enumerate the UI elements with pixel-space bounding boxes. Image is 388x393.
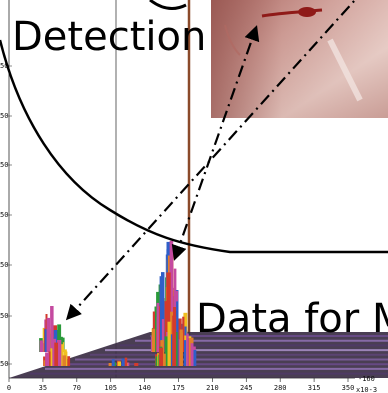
floor-planes [9, 332, 388, 378]
spectrum-bar [127, 362, 130, 366]
spectrum-bar [184, 340, 187, 366]
spectrum-bar [161, 319, 165, 352]
spectrum-bar [134, 363, 139, 366]
spectrum-bar [121, 358, 126, 366]
photo-crack-blob [298, 7, 316, 17]
spectrum-bar [151, 328, 156, 352]
label-partial-glyph [149, 0, 187, 11]
top-fragment-label [149, 0, 187, 11]
spectrum-bar [57, 324, 62, 352]
spectrum-bar [155, 356, 158, 366]
spectrum-bar [50, 306, 54, 352]
spectrum-bar [60, 344, 64, 366]
spectrum-bar [167, 321, 171, 366]
x-tick-label: 245 [240, 384, 253, 392]
spectrum-bar [188, 338, 193, 366]
spectrum-bar [179, 329, 183, 366]
spectrum-bar [62, 355, 67, 366]
x-tick-label: 0 [7, 384, 11, 392]
spectrum-bar [117, 361, 121, 366]
z-axis-tick: -160 [358, 375, 375, 383]
x-tick-label: 280 [274, 384, 287, 392]
spectrum-bar [108, 363, 112, 366]
y-tick-label: 50 [0, 62, 8, 70]
spectrum-bar [52, 338, 57, 366]
spectrum-bar [48, 351, 51, 366]
x-tick-label: 35 [39, 384, 47, 392]
x-tick-label: 315 [308, 384, 321, 392]
spectrum-bar [39, 340, 44, 352]
x-axis-exponent: x10-3 [356, 386, 377, 393]
spectrum-bar [41, 343, 46, 352]
spectrum-bar [172, 315, 177, 366]
spectrum-bar [164, 336, 169, 366]
photo-streak [327, 38, 363, 102]
x-tick-label: 175 [172, 384, 185, 392]
x-axis-ticks: 0 35 70 105 140 175 210 245 280 315 350 [7, 378, 354, 392]
photo-crack [261, 8, 323, 18]
spectrum-bar [159, 347, 163, 366]
spectrum-bar [124, 357, 128, 366]
spectrum-bar [161, 353, 166, 366]
photo-shade [211, 0, 388, 118]
spectrum-bar [67, 356, 71, 366]
spectrum-bar [156, 302, 160, 352]
spectrum-bar [164, 301, 168, 352]
spectrum-bars-back [39, 240, 188, 352]
spectrum-bar [111, 359, 115, 366]
spectrum-bar [159, 276, 162, 352]
detection-label: Detection [12, 14, 206, 60]
y-tick-label: 50 [0, 112, 8, 120]
spectrum-bar [45, 352, 50, 366]
y-tick-label: 50 [0, 360, 8, 368]
photo-inset [211, 0, 388, 118]
spectrum-bar [44, 329, 47, 352]
spectrum-bar [57, 340, 62, 366]
spectrum-bar [54, 342, 58, 366]
y-tick-label: 50 [0, 161, 8, 169]
y-axis-ticks: 50 50 50 50 50 50 50 [0, 62, 12, 368]
spectrum-bar [170, 334, 173, 366]
spectrum-bar [161, 272, 165, 352]
arrow-to-photo [171, 25, 260, 261]
data-for-label: Data for M [196, 296, 388, 342]
arrows [65, 0, 356, 321]
floor-stripes [30, 335, 388, 375]
spectrum-bar [46, 317, 50, 352]
x-tick-label: 140 [138, 384, 151, 392]
spectrum-bar [113, 362, 117, 366]
y-tick-label: 50 [0, 312, 8, 320]
y-tick-label: 50 [0, 211, 8, 219]
x-tick-label: 105 [104, 384, 117, 392]
spectrum-bars-front [43, 301, 197, 366]
spectrum-bar [50, 348, 53, 366]
spectrum-bar [186, 333, 189, 366]
x-tick-label: 350 [342, 384, 355, 392]
spectrum-bar [177, 320, 180, 366]
spectrum-bar [190, 343, 194, 366]
spectrum-bar [182, 316, 185, 352]
y-tick-label: 50 [0, 261, 8, 269]
x-tick-label: 210 [206, 384, 219, 392]
spectrum-bar [166, 272, 171, 352]
x-tick-label: 70 [73, 384, 81, 392]
spectrum-bar [193, 349, 197, 366]
